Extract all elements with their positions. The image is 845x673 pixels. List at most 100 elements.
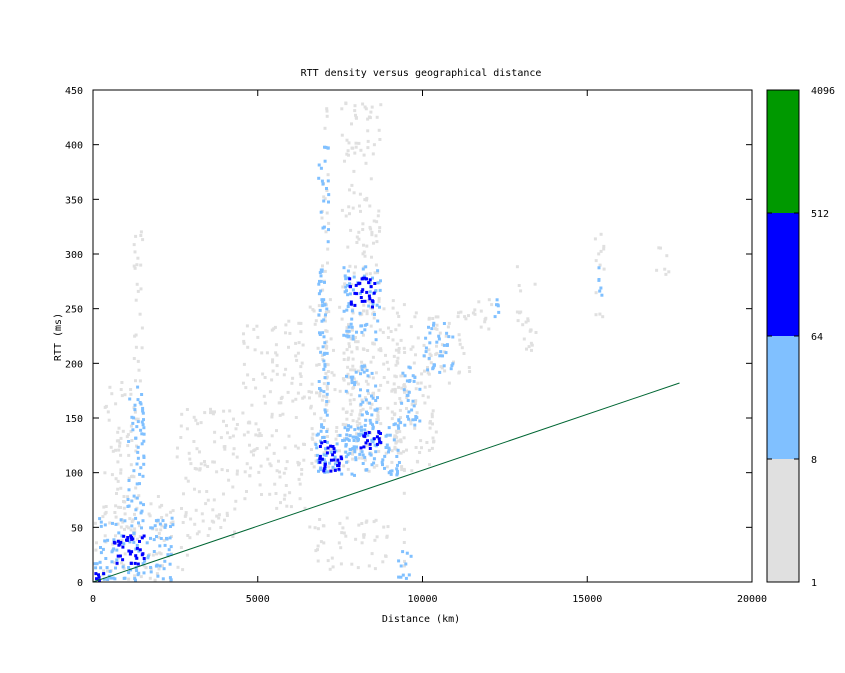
density-cell <box>394 348 398 352</box>
density-cell <box>138 472 142 476</box>
density-cell <box>222 409 226 413</box>
density-cell <box>313 322 317 326</box>
density-cell <box>350 309 354 313</box>
density-cell <box>345 410 349 414</box>
density-cell <box>299 375 303 378</box>
density-cell <box>175 455 179 459</box>
density-cell <box>273 325 277 329</box>
density-cell <box>284 484 288 487</box>
density-cell <box>601 315 605 319</box>
density-cell <box>378 229 381 233</box>
density-cell <box>291 399 295 403</box>
density-cell <box>334 449 338 453</box>
density-cell <box>324 313 327 317</box>
density-cell <box>332 447 336 451</box>
density-cell <box>363 105 367 109</box>
density-cell <box>360 330 364 334</box>
density-cell <box>347 325 351 329</box>
density-cell <box>318 387 321 390</box>
density-cell <box>379 103 383 107</box>
density-cell <box>323 197 327 201</box>
density-cell <box>135 444 138 448</box>
density-cell <box>409 347 413 351</box>
density-cell <box>222 492 225 496</box>
density-cell <box>325 470 329 474</box>
density-cell <box>262 394 266 398</box>
density-cell <box>325 401 329 405</box>
density-cell <box>387 426 391 430</box>
density-cell <box>128 552 132 556</box>
density-cell <box>432 364 436 368</box>
density-cell <box>156 518 160 522</box>
density-cell <box>341 407 345 411</box>
density-cell <box>314 459 318 463</box>
density-cell <box>93 521 97 525</box>
density-cell <box>416 336 420 340</box>
density-cell <box>316 527 320 531</box>
density-cell <box>140 509 144 513</box>
density-cell <box>370 463 374 467</box>
density-cell <box>128 397 132 401</box>
density-cell <box>103 539 107 543</box>
density-cell <box>365 519 369 523</box>
density-cell <box>353 428 357 432</box>
density-cell <box>314 319 318 323</box>
density-cell <box>195 447 199 451</box>
density-cell <box>294 341 298 345</box>
density-cell <box>327 399 331 403</box>
density-cell <box>363 455 367 459</box>
density-cell <box>104 404 108 408</box>
density-cell <box>349 302 353 306</box>
density-cell <box>231 535 235 538</box>
density-cell <box>360 428 363 432</box>
density-cell <box>376 410 380 414</box>
density-cell <box>431 367 435 371</box>
density-cell <box>346 245 350 249</box>
density-cell <box>351 419 355 423</box>
density-cell <box>353 473 356 477</box>
density-cell <box>388 433 392 437</box>
density-cell <box>154 519 158 523</box>
density-cell <box>139 234 143 237</box>
density-cell <box>358 311 362 315</box>
density-cell <box>393 447 397 451</box>
density-cell <box>133 561 137 565</box>
density-cell <box>416 460 420 464</box>
density-cell <box>329 469 333 473</box>
density-cell <box>483 320 487 324</box>
density-cell <box>242 433 246 437</box>
density-cell <box>416 381 420 385</box>
density-cell <box>133 266 137 270</box>
density-cell <box>95 541 98 545</box>
density-cell <box>320 354 324 358</box>
density-cell <box>117 505 121 509</box>
density-cell <box>318 279 321 283</box>
density-cell <box>345 326 349 330</box>
density-cell <box>329 450 333 454</box>
density-cell <box>430 446 434 450</box>
density-cell <box>519 289 523 293</box>
density-cell <box>112 547 116 551</box>
density-cell <box>390 389 394 393</box>
density-cell <box>328 298 332 302</box>
density-cell <box>323 341 327 345</box>
density-cell <box>365 368 369 372</box>
density-cell <box>515 265 519 269</box>
density-cell <box>599 286 603 290</box>
density-cell <box>340 457 344 461</box>
density-cell <box>361 288 365 292</box>
density-cell <box>340 208 344 212</box>
density-cell <box>348 451 352 455</box>
density-cell <box>377 299 381 303</box>
density-cell <box>231 434 235 438</box>
density-cell <box>318 457 322 461</box>
density-cell <box>487 327 491 331</box>
density-cell <box>351 311 355 315</box>
density-cell <box>385 465 389 469</box>
density-cell <box>397 461 401 464</box>
density-cell <box>599 249 603 253</box>
density-cell <box>365 244 369 248</box>
density-cell <box>308 525 312 529</box>
density-cell <box>117 531 121 535</box>
density-cell <box>136 537 139 541</box>
